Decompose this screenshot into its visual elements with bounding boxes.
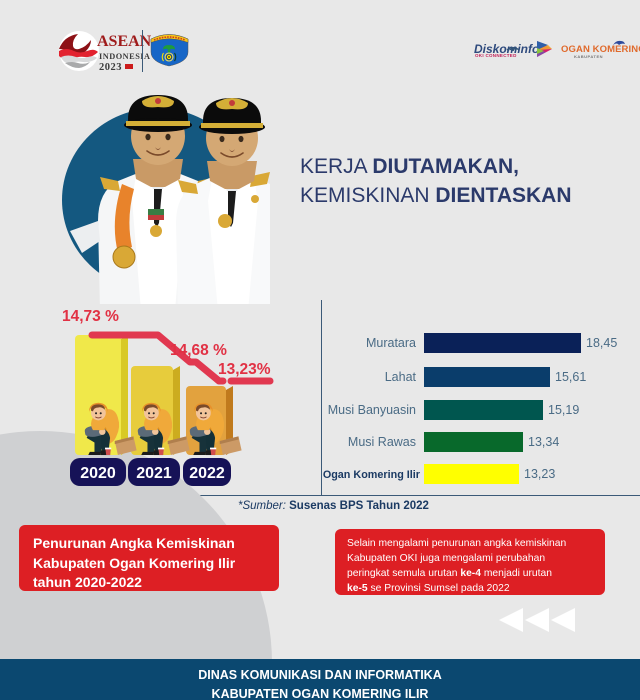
svg-text:2022: 2022 xyxy=(189,465,225,482)
svg-text:13,23%: 13,23% xyxy=(218,361,271,378)
svg-text:14,68 %: 14,68 % xyxy=(170,342,227,359)
svg-text:18,45: 18,45 xyxy=(586,336,617,350)
svg-text:Muratara: Muratara xyxy=(366,336,416,350)
svg-text:Ogan Komering Ilir: Ogan Komering Ilir xyxy=(323,469,421,481)
svg-text:2021: 2021 xyxy=(136,465,172,482)
svg-text:Lahat: Lahat xyxy=(385,370,417,384)
svg-text:2020: 2020 xyxy=(80,465,116,482)
svg-text:13,23: 13,23 xyxy=(524,467,555,481)
svg-text:Musi Banyuasin: Musi Banyuasin xyxy=(328,403,416,417)
svg-text:Musi Rawas: Musi Rawas xyxy=(348,435,416,449)
svg-text:15,61: 15,61 xyxy=(555,370,586,384)
svg-text:14,73 %: 14,73 % xyxy=(62,308,119,325)
svg-text:13,34: 13,34 xyxy=(528,435,559,449)
svg-text:15,19: 15,19 xyxy=(548,403,579,417)
